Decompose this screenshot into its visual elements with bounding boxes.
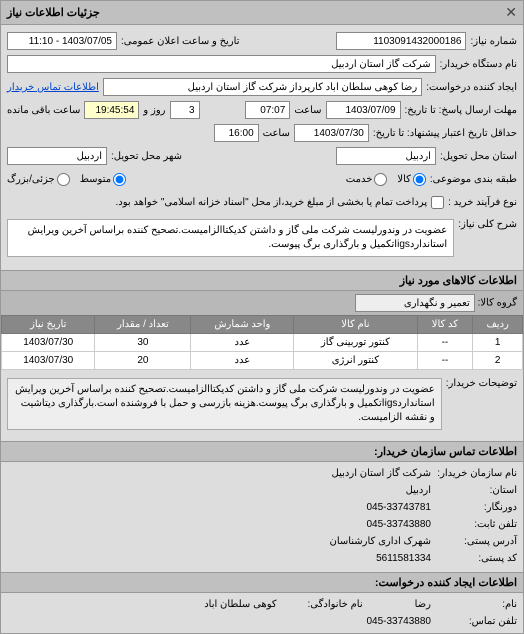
- validity-time-label: ساعت: [263, 128, 290, 139]
- delivery-province-label: استان محل تحویل:: [440, 151, 517, 162]
- table-cell: 1403/07/30: [2, 334, 95, 352]
- creator-phone: 045-33743880: [366, 616, 431, 627]
- goods-table: ردیف کد کالا نام کالا واحد شمارش تعداد /…: [1, 315, 523, 370]
- cat-mid-radio[interactable]: [113, 173, 126, 186]
- table-cell: --: [417, 334, 473, 352]
- postal-value: 5611581334: [376, 553, 431, 564]
- reply-time-label: ساعت: [294, 105, 321, 116]
- size-radios: متوسط جزئی/بزرگ: [7, 173, 126, 186]
- table-row: 1--کنتور توربینی گازعدد301403/07/30: [2, 334, 523, 352]
- goods-table-header-row: ردیف کد کالا نام کالا واحد شمارش تعداد /…: [2, 316, 523, 334]
- postal-label: کد پستی:: [437, 553, 517, 564]
- buyer-notes-label: توضیحات خریدار:: [446, 374, 517, 389]
- purchase-type-label: نوع فرآیند خرید :: [448, 197, 517, 208]
- cat-goods-radio[interactable]: [413, 173, 426, 186]
- address-label: آدرس پستی:: [437, 536, 517, 547]
- creator-name: رضا: [415, 599, 431, 610]
- requester-label: ایجاد کننده درخواست:: [426, 82, 517, 93]
- table-cell: عدد: [191, 352, 294, 370]
- table-cell: 30: [95, 334, 191, 352]
- contact-link[interactable]: اطلاعات تماس خریدار: [7, 82, 99, 93]
- category-label: طبقه بندی موضوعی:: [430, 174, 517, 185]
- creator-lname: کوهی سلطان اباد: [204, 599, 276, 610]
- cat-large-radio[interactable]: [57, 173, 70, 186]
- col-code: کد کالا: [417, 316, 473, 334]
- remaining-time: 19:45:54: [84, 101, 139, 119]
- requester: رضا کوهی سلطان اباد کارپرداز شرکت گاز اس…: [103, 78, 422, 96]
- fax-value: 045-33743781: [366, 502, 431, 513]
- table-cell: 1: [473, 334, 523, 352]
- table-cell: 2: [473, 352, 523, 370]
- general-desc-label: شرح کلی نیاز:: [458, 215, 517, 230]
- announce-datetime: 1403/07/05 - 11:10: [7, 32, 117, 50]
- window-title: جزئیات اطلاعات نیاز: [7, 6, 100, 19]
- buyer-name: شرکت گاز استان اردبیل: [7, 55, 436, 73]
- creator-phone-label: تلفن تماس:: [437, 616, 517, 627]
- col-date: تاریخ نیاز: [2, 316, 95, 334]
- table-cell: 1403/07/30: [2, 352, 95, 370]
- form-area: شماره نیاز: 1103091432000186 تاریخ و ساع…: [1, 25, 523, 270]
- close-icon[interactable]: ✕: [505, 4, 517, 21]
- table-cell: عدد: [191, 334, 294, 352]
- phone-label: تلفن ثابت:: [437, 519, 517, 530]
- reply-deadline-time: 07:07: [245, 101, 290, 119]
- category-radios: کالا خدمت: [346, 173, 426, 186]
- goods-group-value: تعمیر و نگهداری: [355, 294, 475, 312]
- table-cell: کنتور انرژی: [294, 352, 417, 370]
- col-qty: تعداد / مقدار: [95, 316, 191, 334]
- purchase-type-checkbox[interactable]: [431, 196, 444, 209]
- delivery-city-label: شهر محل تحویل:: [111, 151, 182, 162]
- table-cell: 20: [95, 352, 191, 370]
- goods-section-title: اطلاعات کالاهای مورد نیاز: [1, 270, 523, 291]
- table-row: 2--کنتور انرژیعدد201403/07/30: [2, 352, 523, 370]
- buyer-notes: عضویت در وندورلیست شرکت ملی گاز و داشتن …: [7, 378, 442, 430]
- delivery-city: اردبیل: [7, 147, 107, 165]
- creator-section-title: اطلاعات ایجاد کننده درخواست:: [1, 572, 523, 593]
- purchase-type-note: پرداخت تمام یا بخشی از مبلغ خرید،از محل …: [116, 197, 428, 208]
- creator-lname-label: نام خانوادگی:: [283, 599, 363, 610]
- remaining-days-label: روز و: [143, 105, 165, 116]
- reply-deadline-label: مهلت ارسال پاسخ: تا تاریخ:: [405, 105, 517, 116]
- remaining-suffix: ساعت باقی مانده: [7, 105, 80, 116]
- col-name: نام کالا: [294, 316, 417, 334]
- org-value: شرکت گاز استان اردبیل: [332, 468, 431, 479]
- org-label: نام سازمان خریدار:: [437, 468, 517, 479]
- col-row: ردیف: [473, 316, 523, 334]
- province-label: استان:: [437, 485, 517, 496]
- phone-value: 045-33743880: [366, 519, 431, 530]
- request-number: 1103091432000186: [336, 32, 466, 50]
- fax-label: دورنگار:: [437, 502, 517, 513]
- col-unit: واحد شمارش: [191, 316, 294, 334]
- table-cell: --: [417, 352, 473, 370]
- contact-section-title: اطلاعات تماس سازمان خریدار:: [1, 441, 523, 462]
- buyer-name-label: نام دستگاه خریدار:: [440, 59, 517, 70]
- general-desc: عضویت در وندورلیست شرکت ملی گاز و داشتن …: [7, 219, 454, 257]
- cat-large-option[interactable]: جزئی/بزرگ: [7, 173, 70, 186]
- province-value: اردبیل: [406, 485, 431, 496]
- window-header: ✕ جزئیات اطلاعات نیاز: [1, 1, 523, 25]
- goods-group-bar: گروه کالا: تعمیر و نگهداری: [1, 291, 523, 315]
- remaining-days: 3: [170, 101, 200, 119]
- cat-services-option[interactable]: خدمت: [346, 173, 388, 186]
- goods-group-label: گروه کالا:: [478, 298, 517, 309]
- address-value: شهرک اداری کارشناسان: [329, 536, 431, 547]
- cat-mid-option[interactable]: متوسط: [80, 173, 126, 186]
- cat-services-radio[interactable]: [374, 173, 387, 186]
- cat-goods-option[interactable]: کالا: [397, 173, 426, 186]
- announce-datetime-label: تاریخ و ساعت اعلان عمومی:: [121, 36, 240, 47]
- validity-label: حداقل تاریخ اعتبار پیشنهاد: تا تاریخ:: [373, 128, 517, 139]
- table-cell: کنتور توربینی گاز: [294, 334, 417, 352]
- validity-date: 1403/07/30: [294, 124, 369, 142]
- delivery-province: اردبیل: [336, 147, 436, 165]
- validity-time: 16:00: [214, 124, 259, 142]
- reply-deadline-date: 1403/07/09: [326, 101, 401, 119]
- request-number-label: شماره نیاز:: [470, 36, 517, 47]
- creator-name-label: نام:: [437, 599, 517, 610]
